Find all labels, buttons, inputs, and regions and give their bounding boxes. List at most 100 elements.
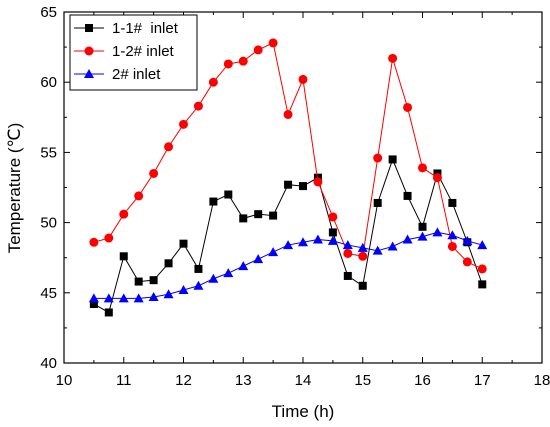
data-point — [328, 228, 337, 237]
data-point — [164, 142, 174, 152]
data-point — [372, 245, 383, 255]
data-point — [193, 101, 203, 111]
data-point — [477, 264, 487, 274]
data-point — [223, 268, 234, 278]
data-point — [312, 234, 323, 244]
data-point — [238, 261, 249, 271]
data-point — [373, 153, 383, 163]
data-point — [119, 252, 128, 261]
data-point — [193, 280, 204, 290]
x-tick-label: 18 — [534, 372, 550, 389]
data-point — [238, 56, 248, 66]
data-point — [133, 293, 144, 303]
x-tick-label: 13 — [235, 372, 252, 389]
data-point — [239, 214, 248, 223]
data-point — [327, 235, 338, 245]
data-point — [134, 191, 144, 201]
data-point — [179, 119, 188, 129]
data-point — [104, 233, 114, 243]
data-point — [104, 308, 113, 317]
x-tick-label: 12 — [175, 372, 192, 389]
data-point — [388, 155, 397, 164]
data-point — [313, 177, 323, 187]
data-point — [194, 264, 203, 273]
y-tick-label: 45 — [40, 285, 57, 302]
data-point — [148, 292, 159, 302]
data-point — [432, 173, 442, 183]
data-point — [103, 293, 114, 303]
data-point — [134, 277, 143, 286]
legend: 1-1# inlet 1-2# inlet 2# inlet — [69, 14, 198, 91]
legend-marker — [84, 46, 94, 56]
data-point — [268, 38, 278, 48]
data-point — [223, 59, 233, 69]
data-point — [403, 191, 412, 200]
data-point — [299, 182, 307, 191]
data-point — [432, 227, 443, 237]
data-point — [209, 197, 218, 206]
legend-label: 1-1# inlet — [112, 20, 179, 37]
data-point — [477, 240, 488, 250]
data-point — [163, 289, 174, 299]
legend-marker — [84, 69, 94, 78]
axis-ticks: 10 11 12 13 14 15 16 17 18 40 45 50 55 60 65 — [40, 4, 550, 389]
data-point — [164, 259, 173, 268]
data-point — [89, 237, 99, 247]
y-tick-label: 60 — [40, 74, 57, 91]
data-point — [462, 235, 473, 245]
data-point — [418, 163, 427, 173]
legend-marker — [85, 24, 93, 32]
data-point — [284, 180, 293, 189]
data-point — [208, 77, 218, 87]
data-point — [208, 273, 219, 283]
y-tick-label: 55 — [40, 144, 57, 161]
data-point — [269, 211, 278, 220]
data-point — [358, 251, 368, 261]
data-point — [417, 231, 428, 241]
legend-label: 1-2# inlet — [112, 43, 175, 60]
data-point — [118, 293, 129, 303]
data-point — [298, 237, 308, 247]
data-point — [89, 300, 98, 309]
y-axis-title: Temperature (℃) — [5, 123, 24, 254]
data-point — [357, 242, 368, 252]
data-point — [88, 293, 99, 303]
data-point — [328, 212, 338, 222]
data-point — [283, 109, 293, 119]
legend-items: 1-1# inlet 1-2# inlet 2# inlet — [74, 20, 179, 83]
data-point — [254, 210, 263, 219]
data-point — [149, 276, 158, 285]
data-point — [283, 240, 294, 250]
data-point — [179, 239, 188, 248]
data-point — [478, 280, 487, 289]
data-point — [388, 53, 398, 63]
x-tick-label: 14 — [295, 372, 312, 389]
series-layer — [88, 38, 488, 317]
x-tick-label: 10 — [56, 372, 73, 389]
legend-label: 2# inlet — [112, 66, 161, 83]
data-point — [253, 45, 263, 55]
data-point — [387, 241, 398, 251]
data-point — [403, 102, 413, 112]
data-point — [253, 254, 264, 264]
x-tick-label: 16 — [414, 372, 431, 389]
data-point — [224, 190, 233, 199]
x-tick-label: 11 — [116, 372, 132, 389]
data-point — [298, 74, 308, 84]
y-tick-label: 40 — [40, 355, 57, 372]
data-point — [343, 248, 353, 258]
data-point — [447, 241, 457, 251]
data-point — [418, 222, 427, 231]
data-point — [402, 234, 413, 244]
data-point — [462, 257, 472, 267]
data-point — [178, 284, 189, 294]
data-point — [343, 271, 352, 280]
y-tick-label: 50 — [40, 215, 57, 232]
series-2 — [89, 38, 487, 274]
x-tick-label: 15 — [354, 372, 371, 389]
series-3 — [88, 227, 488, 303]
x-tick-label: 17 — [474, 372, 491, 389]
data-point — [358, 281, 367, 290]
data-point — [373, 198, 382, 207]
data-point — [149, 168, 159, 178]
